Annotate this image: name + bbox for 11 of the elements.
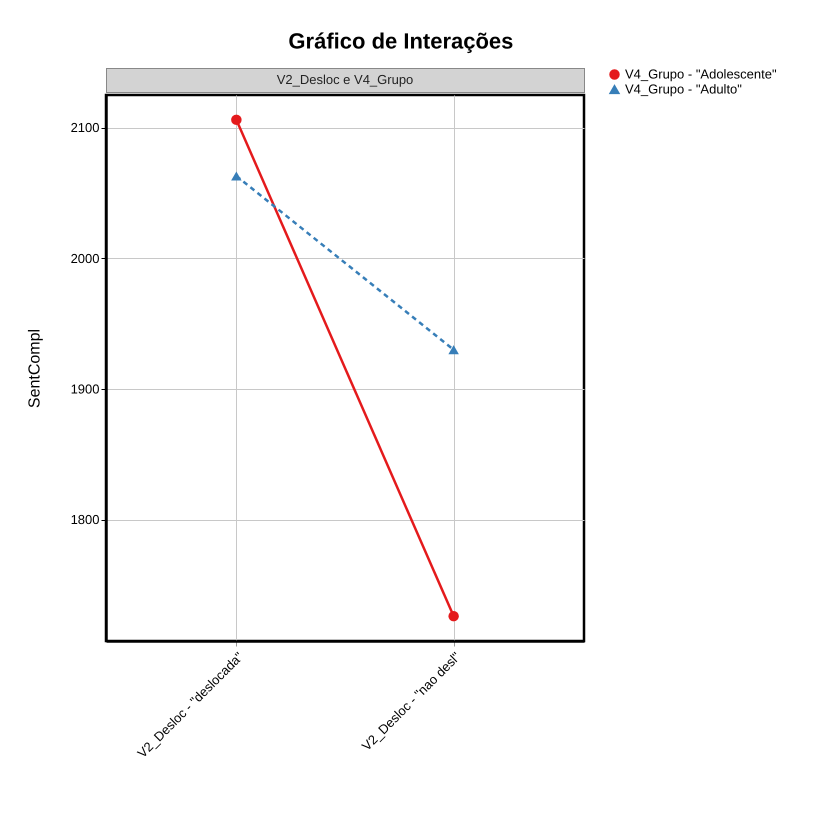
legend-label: V4_Grupo - "Adolescente" bbox=[625, 66, 777, 82]
y-tick-label: 1900 bbox=[70, 381, 100, 396]
y-tick-label: 2000 bbox=[70, 250, 100, 266]
legend-label: V4_Grupo - "Adulto" bbox=[625, 82, 742, 96]
chart-title: Gráfico de Interações bbox=[288, 28, 514, 54]
point bbox=[448, 610, 459, 622]
y-axis-title: SentCompl bbox=[26, 328, 44, 408]
point bbox=[231, 114, 242, 126]
y-tick-label: 1800 bbox=[70, 512, 100, 528]
chart-subtitle: V2_Desloc e V4_Grupo bbox=[276, 72, 414, 87]
y-tick-label: 2100 bbox=[70, 120, 100, 136]
